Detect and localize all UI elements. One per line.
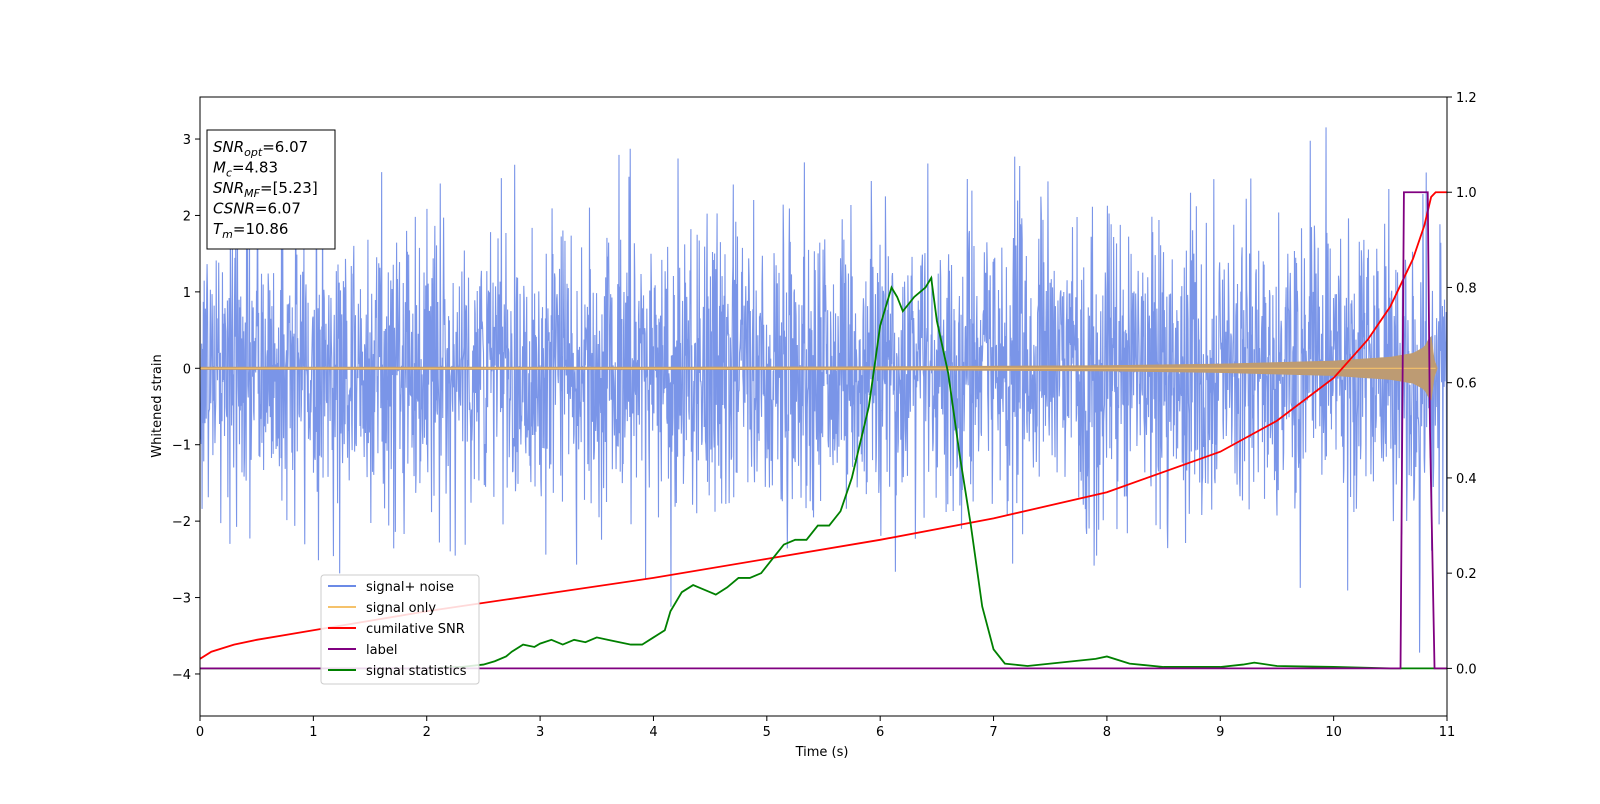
signal-statistics-line	[200, 275, 1447, 670]
x-tick-label: 7	[989, 725, 997, 740]
y-right-tick-label: 0.4	[1456, 472, 1477, 487]
x-tick-label: 9	[1216, 725, 1224, 740]
x-tick-label: 6	[876, 725, 884, 740]
legend-label: signal+ noise	[366, 580, 454, 595]
info-line: Tm=10.86	[213, 220, 288, 241]
info-line: CSNR=6.07	[213, 200, 301, 218]
y-left-tick-label: −3	[172, 592, 191, 607]
info-box-frame	[206, 129, 336, 250]
y-right-tick-label: 1.2	[1456, 91, 1477, 106]
y-left-tick-label: −2	[172, 515, 191, 530]
y-right-tick-label: 0.0	[1456, 662, 1477, 677]
y-left-tick-label: −1	[172, 439, 191, 454]
label-line	[200, 191, 1447, 670]
y-right-tick-label: 1.0	[1456, 186, 1477, 201]
y-right-tick-label: 0.2	[1456, 567, 1477, 582]
x-tick-label: 4	[649, 725, 657, 740]
x-tick-label: 1	[309, 725, 317, 740]
y-axis-label: Whitened strain	[150, 354, 165, 457]
legend: signal+ noise signal only cumilative SNR la…	[320, 574, 480, 685]
legend-label: signal statistics	[366, 664, 467, 679]
cumulative-snr-line	[200, 191, 1447, 660]
x-tick-label: 8	[1103, 725, 1111, 740]
x-tick-label: 0	[196, 725, 204, 740]
y-left-tick-label: 0	[183, 362, 191, 377]
y-right-tick-label: 0.8	[1456, 281, 1477, 296]
y-right-tick-label: 0.6	[1456, 377, 1477, 392]
y-left-tick-label: 3	[183, 133, 191, 148]
x-tick-label: 11	[1439, 725, 1456, 740]
plot-frame	[199, 96, 1448, 717]
y-axis-right: 0.0 0.2 0.4 0.6 0.8 1.0 1.2	[1447, 91, 1477, 677]
x-tick-label: 3	[536, 725, 544, 740]
legend-frame	[320, 574, 480, 685]
info-line: SNRMF=[5.23]	[213, 179, 318, 200]
info-line: SNRopt=6.07	[213, 138, 308, 159]
legend-label: cumilative SNR	[366, 622, 465, 637]
x-tick-label: 10	[1325, 725, 1342, 740]
x-axis-label: Time (s)	[795, 745, 849, 760]
legend-label: signal only	[366, 601, 436, 616]
x-axis: 0 1 2 3 4 5 6 7 8 9 10 11	[196, 716, 1455, 740]
y-left-tick-label: −4	[172, 668, 191, 683]
info-line: Mc=4.83	[213, 159, 278, 180]
y-left-tick-label: 1	[183, 286, 191, 301]
y-left-tick-label: 2	[183, 209, 191, 224]
series-layer	[200, 127, 1447, 670]
legend-label: label	[366, 643, 397, 658]
x-tick-label: 5	[763, 725, 771, 740]
y-axis-left: −4 −3 −2 −1 0 1 2 3	[172, 133, 200, 683]
x-tick-label: 2	[423, 725, 431, 740]
